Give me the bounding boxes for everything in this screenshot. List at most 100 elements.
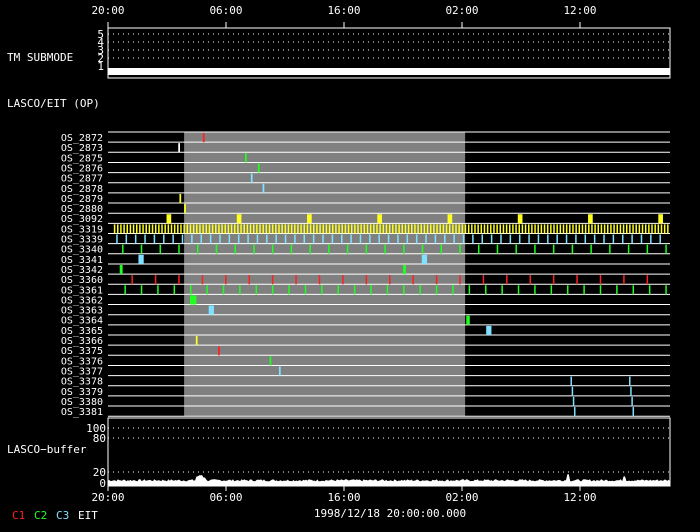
event-mark [599,285,602,295]
event-mark [452,285,454,295]
submode-level-label: 2 [97,52,104,65]
event-mark [195,336,198,346]
row-label: OS_2873 [61,143,103,154]
event-mark [122,244,124,254]
event-mark [483,224,486,234]
event-mark [173,224,176,234]
event-mark [648,224,650,234]
event-mark [240,224,242,234]
row-label: OS_3361 [61,285,103,296]
row-label: OS_3381 [61,407,103,418]
event-mark [172,234,174,244]
event-mark [556,224,558,234]
event-mark [462,234,465,244]
event-mark [559,224,562,234]
event-mark [565,224,568,234]
event-mark [164,224,166,234]
event-mark [215,244,218,254]
event-mark [534,244,536,254]
event-mark [440,244,443,254]
event-mark [414,224,416,234]
event-mark [527,224,530,234]
event-mark [288,285,290,295]
event-mark [167,224,170,234]
event-mark [297,224,299,234]
event-mark [181,234,184,244]
event-mark [482,275,485,285]
event-mark [583,285,585,295]
row-label: OS_3362 [61,295,103,306]
event-mark [485,285,487,295]
event-mark [415,234,418,244]
event-mark [570,376,572,386]
event-mark [209,234,212,244]
event-mark [163,234,165,244]
event-mark [421,244,424,254]
legend-entry: C1 [12,509,25,522]
event-mark [382,224,385,234]
event-mark [328,244,330,254]
event-mark [369,234,371,244]
event-mark [471,224,473,234]
event-mark [227,224,230,234]
event-mark [341,224,343,234]
event-mark [257,163,260,173]
event-mark [667,224,669,234]
event-mark [346,244,349,254]
event-mark [531,224,533,234]
event-mark [117,224,119,234]
event-mark [529,275,531,285]
event-mark [247,234,249,244]
event-mark [218,346,220,356]
event-mark [307,214,312,224]
buffer-tick-label: 20 [93,466,106,479]
event-mark [395,224,397,234]
event-mark [486,325,492,335]
event-mark [621,234,624,244]
event-mark [477,244,480,254]
row-label: OS_2876 [61,163,103,174]
event-mark [638,224,641,234]
event-mark [619,224,622,234]
observation-rows: OS_2872OS_2873OS_2875OS_2876OS_2877OS_28… [61,131,670,418]
event-mark [537,234,540,244]
event-mark [550,224,552,234]
event-mark [387,234,390,244]
event-mark [262,183,265,193]
event-mark [562,224,565,234]
event-mark [631,396,633,407]
event-mark [208,305,214,315]
event-mark [119,264,123,275]
event-mark [199,224,201,234]
event-mark [572,396,575,407]
event-mark [537,224,539,234]
event-mark [524,224,527,234]
timestamp-label: 1998/12/18 20:00:00.000 [314,507,466,520]
submode-frame [107,27,671,79]
row-label: OS_3341 [61,255,103,266]
event-mark [138,254,144,264]
event-mark [178,244,180,254]
row-label: OS_3360 [61,275,103,286]
event-mark [616,224,618,234]
event-mark [648,285,651,295]
event-mark [632,407,635,417]
event-mark [468,285,471,295]
event-mark [552,244,555,254]
event-mark [584,224,587,234]
event-mark [321,285,323,295]
event-mark [573,407,576,417]
event-mark [406,234,409,244]
event-mark [550,285,553,295]
top-tick-label: 06:00 [209,4,242,17]
event-mark [132,224,135,234]
bottom-tick-label: 02:00 [445,491,478,504]
event-mark [124,285,126,295]
bottom-tick-label: 20:00 [91,491,124,504]
event-mark [353,285,356,295]
buffer-level-area [108,474,670,486]
event-mark [202,224,204,234]
event-mark [389,275,391,285]
